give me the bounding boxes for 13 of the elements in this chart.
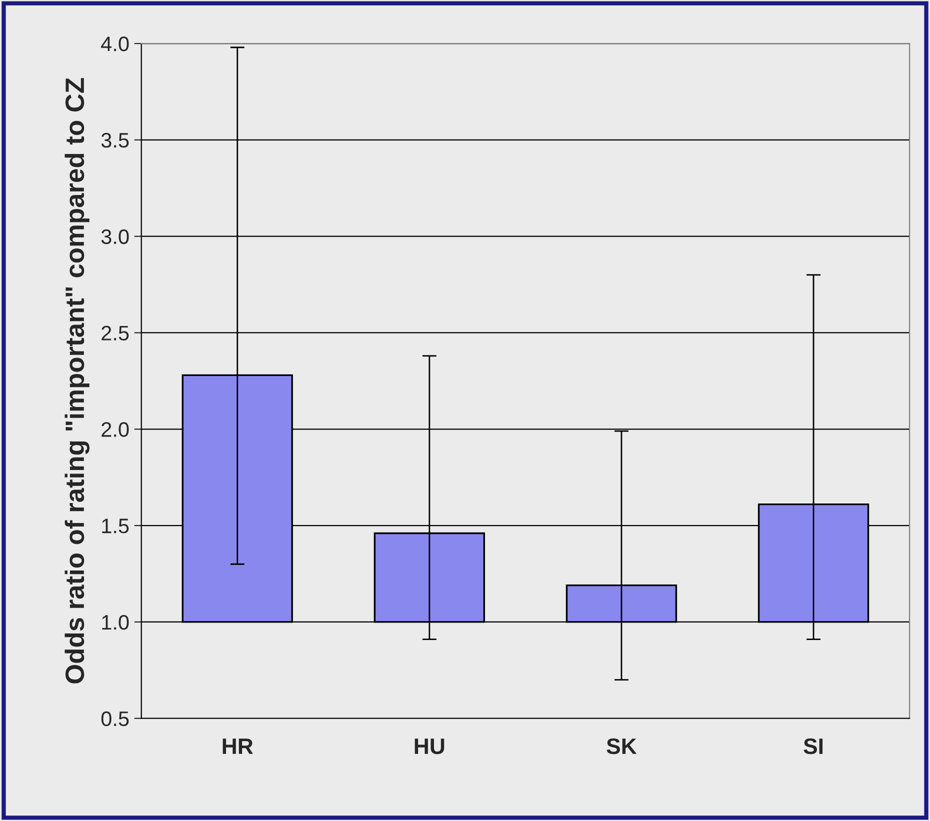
y-tick-label: 2.0 bbox=[102, 422, 129, 437]
y-tick-label: 2.5 bbox=[102, 326, 129, 340]
y-tick-label: 1.5 bbox=[102, 518, 129, 534]
y-tick-label: 0.5 bbox=[101, 711, 129, 726]
y-axis-title: Odds ratio of rating "important" compared to CZ bbox=[64, 78, 90, 684]
y-tick-label: 3.5 bbox=[101, 132, 129, 148]
x-tick-label: SI bbox=[804, 738, 823, 754]
x-tick-label: SK bbox=[606, 738, 637, 754]
y-tick-label: 1.0 bbox=[102, 614, 129, 630]
x-tick-label: HR bbox=[222, 738, 253, 754]
y-tick-label: 3.0 bbox=[101, 229, 129, 244]
x-tick-label: HU bbox=[414, 738, 444, 754]
y-tick-label: 4.0 bbox=[101, 36, 129, 52]
